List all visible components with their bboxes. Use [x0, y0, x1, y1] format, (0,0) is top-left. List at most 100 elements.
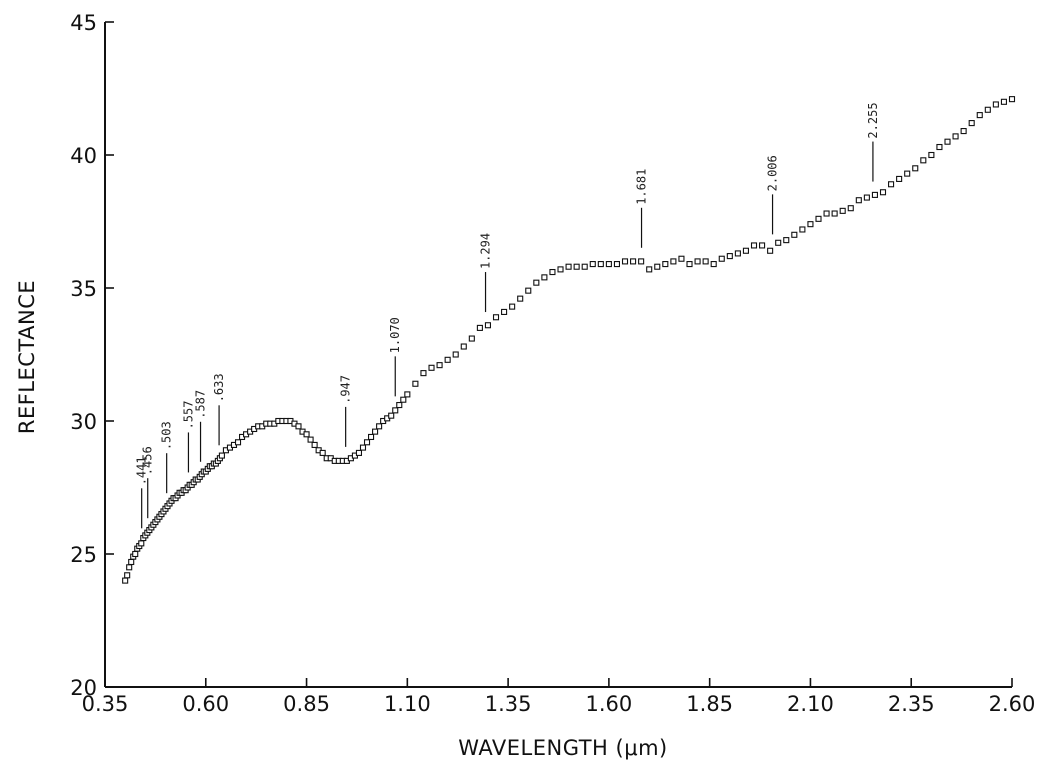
data-point: [621, 258, 629, 265]
ticks: 0.35 0.60 0.85 1.10 1.35 1.60 1.85 2.10 2.35 2.60…: [70, 11, 1035, 716]
data-point: [750, 242, 758, 249]
data-point: [501, 308, 508, 315]
x-tick-label: 0.60: [182, 692, 229, 716]
data-point: [879, 189, 887, 196]
data-point: [355, 449, 363, 456]
data-point: [565, 263, 572, 270]
data-point: [613, 261, 621, 268]
band-marker-label: 2.255: [866, 102, 880, 138]
band-marker-label: .456: [141, 446, 155, 475]
data-point: [759, 242, 766, 249]
data-point: [372, 428, 379, 435]
data-point: [541, 274, 548, 281]
y-tick-label: 20: [70, 676, 97, 700]
data-point: [686, 261, 693, 268]
data-point: [992, 101, 999, 108]
data-point: [863, 194, 870, 201]
x-tick-label: 2.35: [888, 692, 935, 716]
data-point: [646, 266, 653, 273]
data-point: [573, 263, 580, 270]
data-point: [638, 258, 645, 265]
data-point: [436, 362, 443, 369]
data-point: [484, 322, 492, 329]
data-point: [791, 231, 798, 238]
data-point: [359, 444, 367, 451]
data-point: [815, 215, 822, 222]
data-point: [138, 540, 145, 547]
data-point: [630, 258, 637, 265]
data-point: [912, 165, 919, 172]
band-marker-label: 1.294: [479, 233, 493, 269]
data-point: [303, 431, 310, 438]
data-point: [589, 261, 596, 268]
x-tick-label: 2.60: [989, 692, 1036, 716]
x-tick-label: 0.85: [283, 692, 330, 716]
axes: [104, 22, 1012, 688]
band-marker-label: .587: [194, 390, 208, 419]
data-point: [400, 396, 407, 403]
data-point: [295, 423, 302, 430]
data-point: [839, 207, 846, 214]
data-point: [452, 351, 459, 358]
data-point: [468, 335, 475, 342]
data-point: [492, 314, 500, 321]
x-tick-label: 1.35: [485, 692, 532, 716]
data-point: [783, 237, 790, 244]
data-point: [444, 356, 451, 363]
data-point: [128, 558, 135, 566]
data-points: [122, 96, 1016, 584]
data-point: [734, 250, 741, 257]
band-marker-label: .503: [160, 421, 174, 450]
data-point: [132, 550, 139, 558]
data-point: [234, 439, 242, 446]
data-point: [742, 247, 749, 254]
data-point: [928, 151, 935, 159]
data-point: [392, 407, 399, 414]
x-tick-label: 1.85: [686, 692, 733, 716]
data-point: [581, 263, 588, 270]
data-point: [896, 175, 903, 182]
data-point: [218, 452, 225, 459]
band-marker-label: .947: [339, 375, 353, 404]
data-point: [509, 303, 516, 310]
data-point: [319, 449, 326, 456]
band-marker-label: .557: [181, 401, 195, 430]
x-tick-label: 2.10: [787, 692, 834, 716]
data-point: [871, 191, 878, 198]
band-marker-label: .633: [212, 373, 226, 402]
data-point: [428, 364, 435, 371]
data-point: [460, 343, 467, 350]
data-point: [126, 564, 133, 571]
data-point: [363, 439, 371, 446]
data-point: [847, 205, 854, 212]
data-point: [404, 391, 411, 398]
y-tick-label: 35: [70, 277, 97, 301]
y-tick-label: 30: [70, 410, 97, 434]
band-marker-label: .441: [135, 456, 149, 485]
data-point: [122, 577, 129, 584]
data-point: [888, 181, 895, 188]
data-point: [396, 401, 403, 409]
data-point: [984, 106, 991, 113]
data-point: [702, 258, 709, 265]
data-point: [767, 247, 774, 254]
data-point: [775, 239, 782, 246]
data-point: [823, 210, 830, 217]
data-point: [368, 433, 375, 441]
data-point: [420, 370, 427, 377]
data-point: [662, 261, 669, 268]
band-marker-label: 2.006: [766, 155, 780, 191]
data-point: [311, 441, 318, 448]
data-point: [533, 279, 540, 286]
data-point: [678, 255, 685, 262]
data-point: [476, 324, 483, 331]
data-point: [525, 287, 532, 294]
data-point: [920, 157, 927, 164]
band-marker-label: 1.681: [635, 169, 649, 205]
x-axis-title: WAVELENGTH (μm): [458, 736, 667, 760]
x-tick-label: 0.35: [82, 692, 129, 716]
data-point: [124, 572, 131, 579]
annotations: .441.456 .503 .557.587 .633 .947 1.070 1.294 1.…: [135, 102, 880, 529]
y-tick-label: 40: [70, 144, 97, 168]
